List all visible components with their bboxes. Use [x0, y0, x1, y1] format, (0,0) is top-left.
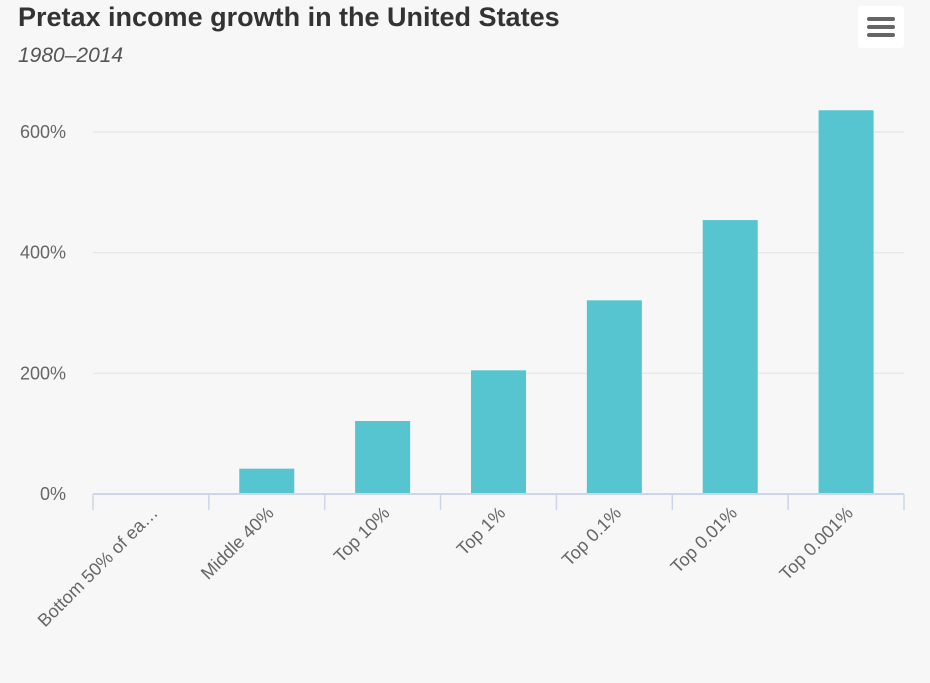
bar: [586, 300, 642, 494]
y-tick-label: 200%: [20, 363, 66, 383]
bar: [702, 220, 758, 494]
x-tick-label: Top 0.1%: [558, 503, 625, 570]
chart-title: Pretax income growth in the United State…: [18, 2, 560, 32]
gridlines: [93, 131, 904, 374]
y-tick-label: 600%: [20, 122, 66, 142]
y-tick-label: 400%: [20, 243, 66, 263]
bars: [123, 110, 874, 494]
x-tick-label: Top 0.01%: [667, 503, 741, 577]
x-tick-label: Top 0.001%: [776, 503, 857, 584]
x-tick-label: Middle 40%: [197, 503, 278, 584]
chart-subtitle: 1980–2014: [18, 44, 124, 67]
y-axis-labels: 0% 200% 400% 600%: [20, 122, 66, 504]
bar: [818, 110, 874, 494]
bar: [239, 468, 295, 494]
x-tick-label: Top 10%: [330, 503, 394, 567]
x-axis-labels: Bottom 50% of ea… Middle 40% Top 10% Top 1%…: [34, 503, 857, 631]
x-tick-label: Bottom 50% of ea…: [34, 503, 162, 631]
bar: [355, 420, 411, 494]
bar: [471, 370, 526, 494]
x-tick-label: Top 1%: [453, 503, 510, 560]
x-axis: [92, 493, 905, 510]
hamburger-menu-icon[interactable]: [858, 6, 904, 48]
y-tick-label: 0%: [40, 484, 66, 504]
